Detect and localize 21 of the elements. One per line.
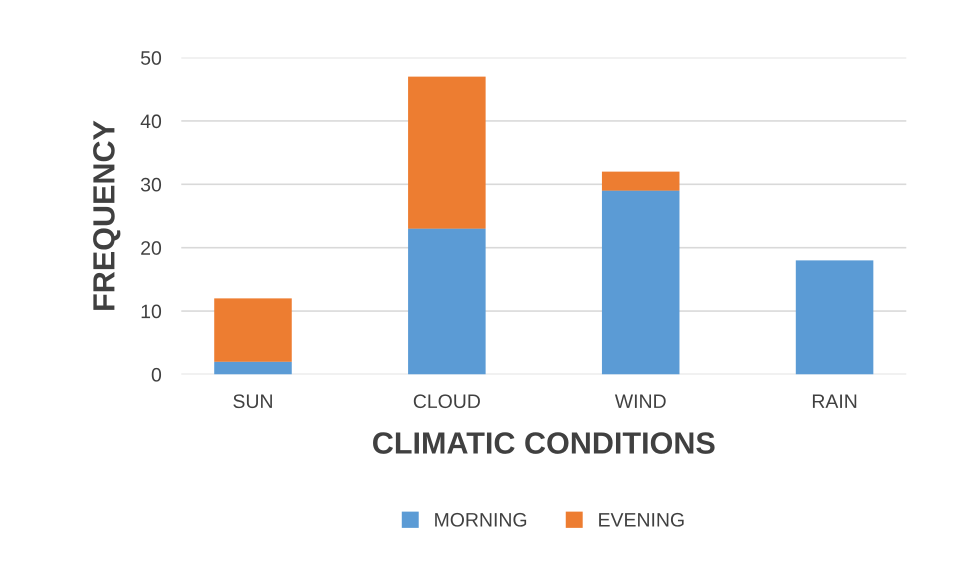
- y-tick-label: 0: [152, 368, 162, 382]
- legend-label: MORNING: [435, 512, 526, 527]
- y-tick-label: 20: [141, 241, 162, 255]
- bar: [602, 172, 680, 191]
- bar: [408, 228, 486, 374]
- y-tick-label: 30: [140, 178, 162, 192]
- x-axis-title: CLIMATIC CONDITIONS: [373, 432, 715, 454]
- x-tick-label: SUN: [233, 394, 272, 408]
- bar: [408, 76, 486, 229]
- y-tick-label: 50: [140, 51, 162, 65]
- x-tick-label: CLOUD: [414, 394, 480, 408]
- bar: [796, 260, 874, 374]
- y-tick-label: 40: [140, 114, 162, 128]
- y-axis-title: FREQUENCY: [93, 120, 120, 310]
- legend-label: EVENING: [599, 512, 684, 527]
- x-tick-label: WIND: [614, 394, 666, 408]
- x-tick-label: RAIN: [812, 394, 856, 408]
- y-tick-label: 10: [142, 304, 162, 318]
- bar: [214, 298, 292, 362]
- bar: [214, 362, 292, 374]
- bar: [602, 190, 680, 374]
